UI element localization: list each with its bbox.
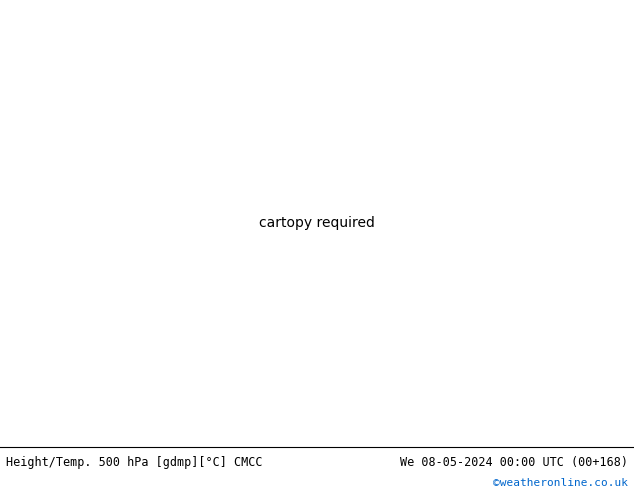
Text: ©weatheronline.co.uk: ©weatheronline.co.uk: [493, 478, 628, 489]
Text: Height/Temp. 500 hPa [gdmp][°C] CMCC: Height/Temp. 500 hPa [gdmp][°C] CMCC: [6, 456, 263, 469]
Text: We 08-05-2024 00:00 UTC (00+168): We 08-05-2024 00:00 UTC (00+168): [399, 456, 628, 469]
Text: cartopy required: cartopy required: [259, 216, 375, 230]
